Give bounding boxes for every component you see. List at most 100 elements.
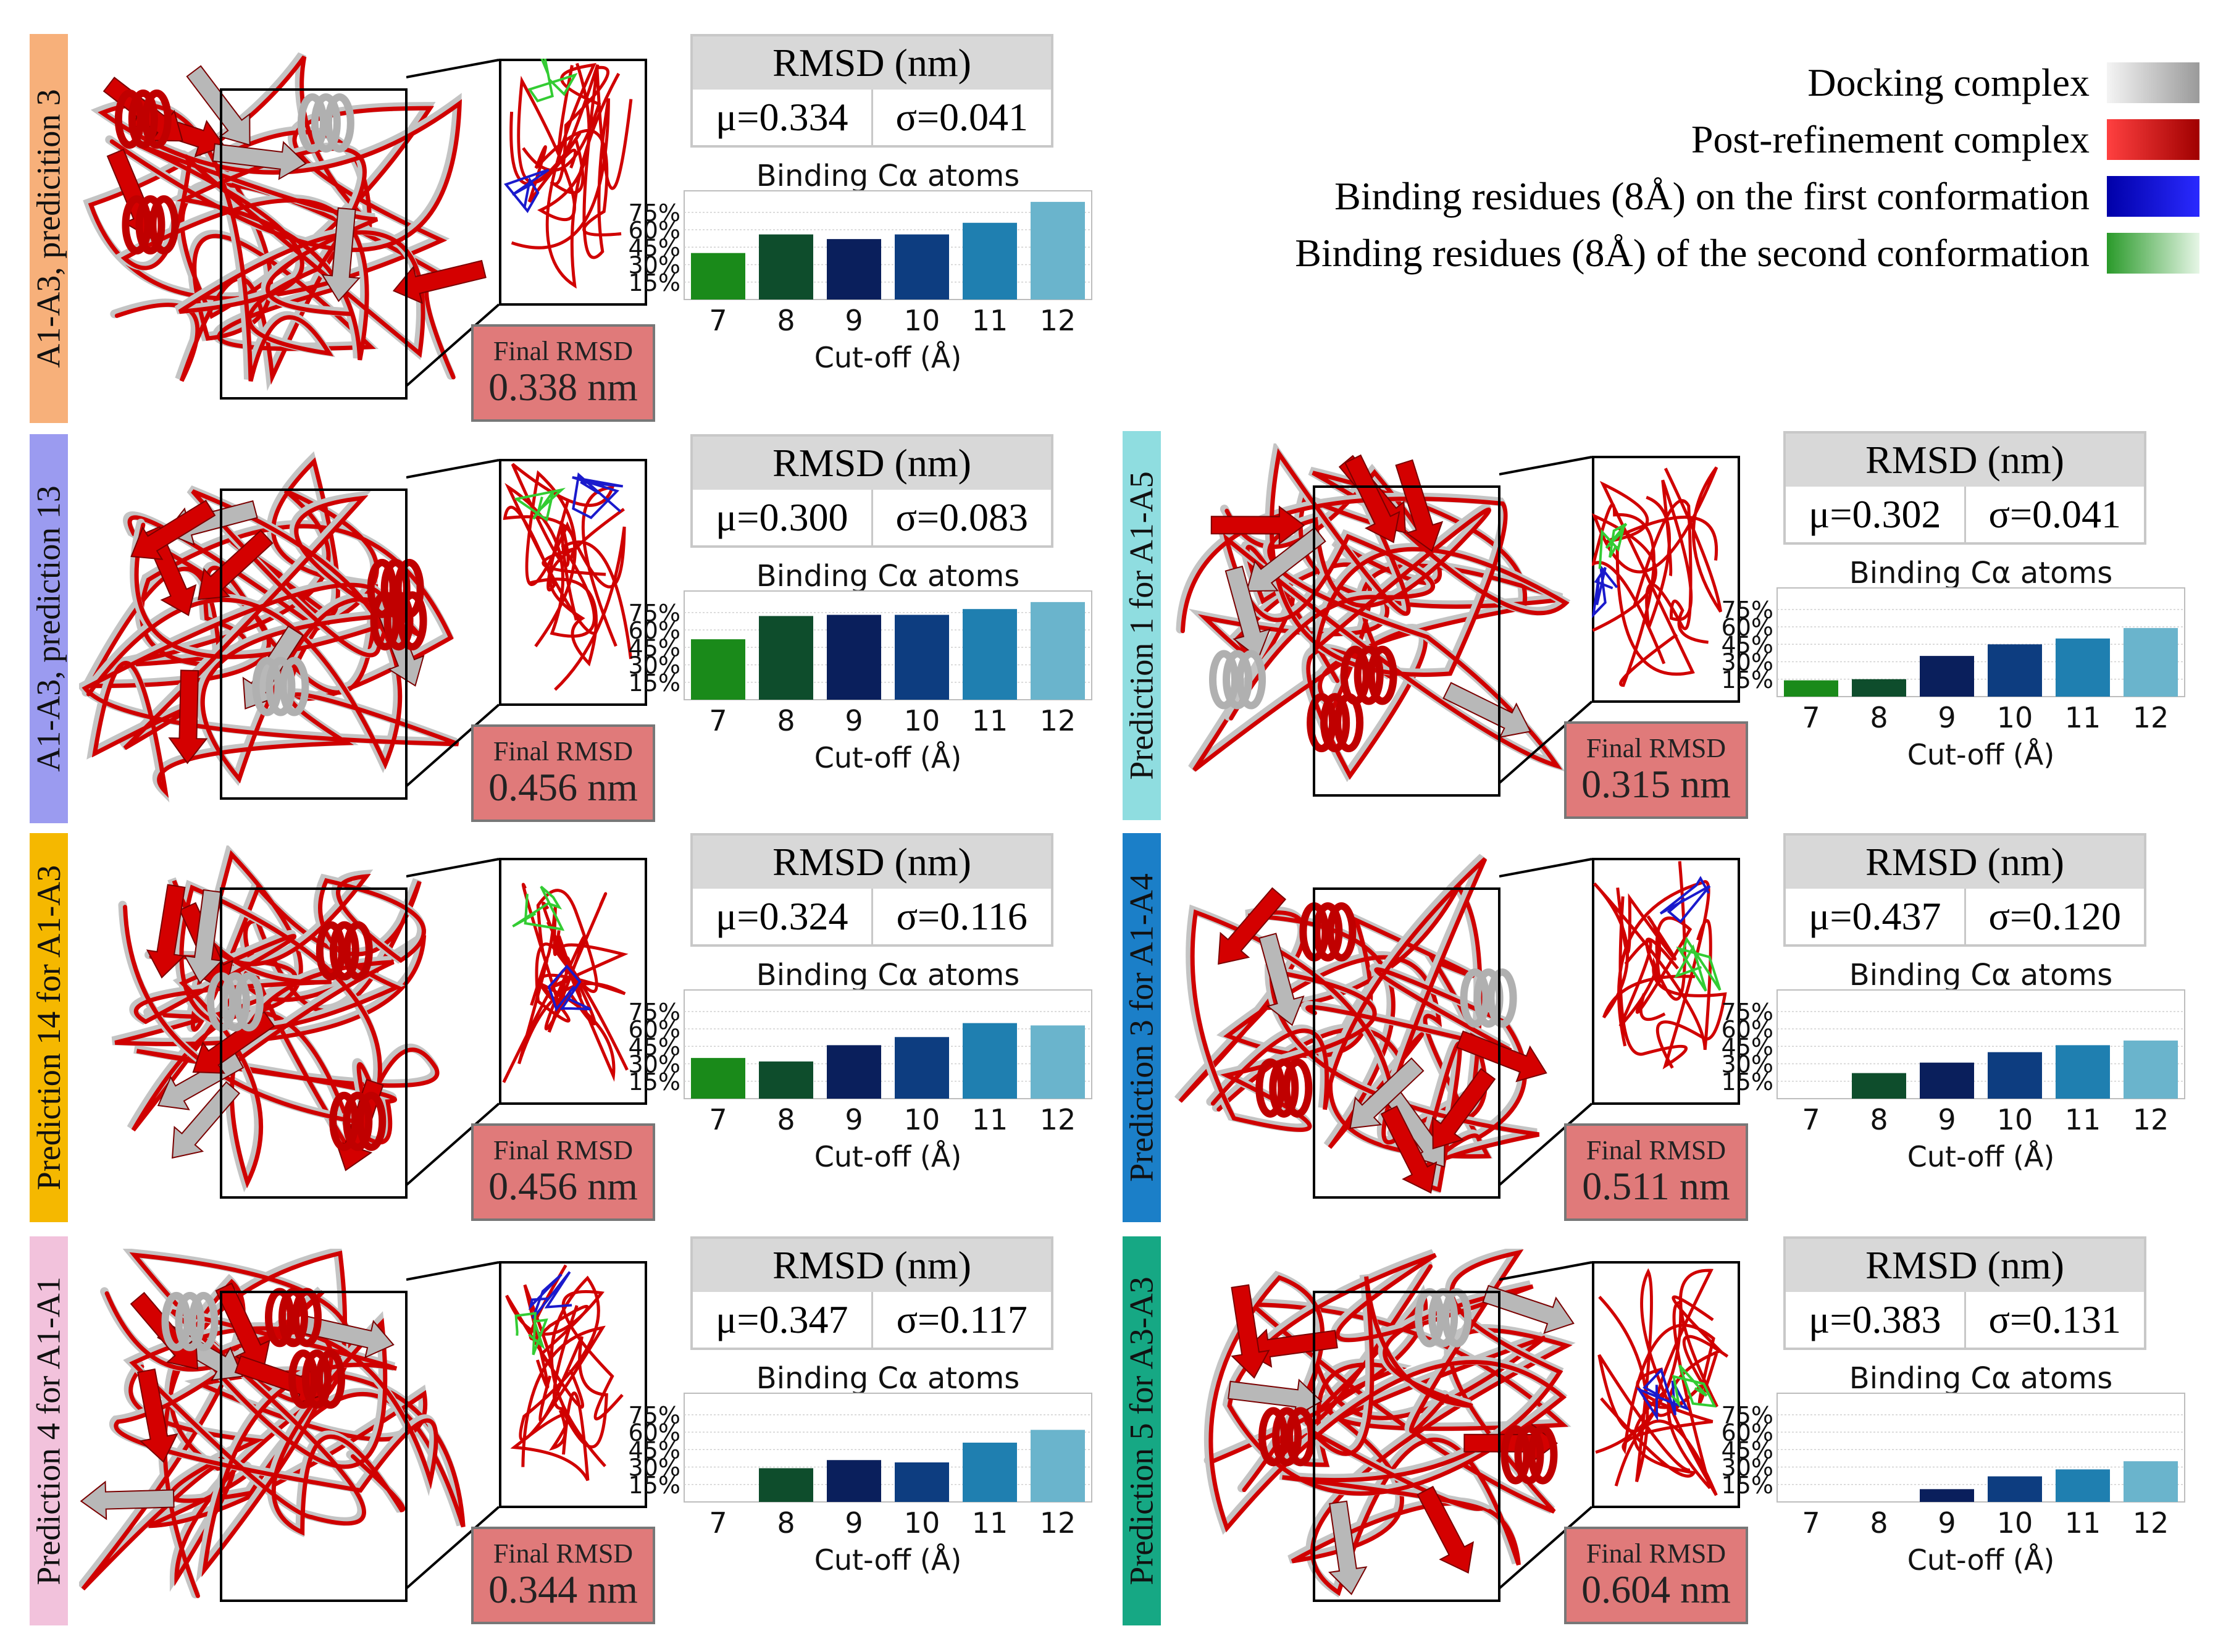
y-tick-label: 30% <box>1722 1051 1773 1078</box>
rmsd-stats-row: μ=0.302 σ=0.041 <box>1786 487 2144 542</box>
rmsd-table-title: RMSD (nm) <box>693 437 1051 490</box>
binding-residues-blue <box>504 169 550 214</box>
x-tick-label: 12 <box>1040 304 1076 337</box>
y-tick-label: 60% <box>1722 1419 1773 1446</box>
beta-sheet-arrow <box>80 1480 175 1520</box>
prediction-label-text: A1-A3, predicition 3 <box>30 89 67 368</box>
docking-ribbon <box>1203 1249 1568 1535</box>
plot-area <box>684 1393 1092 1503</box>
rmsd-mean: μ=0.324 <box>693 889 873 944</box>
result-panel: Prediction 1 for A1-A5 Final RMSD 0.315 nm… <box>1123 431 2197 826</box>
refinement-ribbon <box>1190 857 1540 1193</box>
chart-title: Binding Cα atoms <box>1849 1361 2112 1396</box>
result-panel: Prediction 3 for A1-A4 Final RMSD 0.511 nm… <box>1123 833 2197 1228</box>
chart-title: Binding Cα atoms <box>1849 958 2112 992</box>
x-axis-label: Cut-off (Å) <box>1907 1140 2055 1173</box>
legend-item-post-refinement: Post-refinement complex <box>1137 111 2199 168</box>
binding-site-inset <box>499 459 647 706</box>
rmsd-std: σ=0.116 <box>896 894 1027 938</box>
inset-ribbon <box>503 500 625 592</box>
zoom-connector <box>1499 1261 1593 1590</box>
binding-residues-green <box>512 886 565 931</box>
inset-ribbon <box>511 64 610 259</box>
y-tick-label: 45% <box>1722 631 1773 658</box>
inset-ribbon <box>1661 479 1709 644</box>
rmsd-table-title: RMSD (nm) <box>693 836 1051 889</box>
y-tick-label: 15% <box>629 669 680 697</box>
final-rmsd-label: Final RMSD <box>493 736 634 766</box>
final-rmsd-value: 0.604 nm <box>1581 1567 1731 1611</box>
inset-ribbon <box>1595 1295 1723 1490</box>
beta-sheet-arrow <box>1432 1068 1496 1150</box>
prediction-label-text: Prediction 3 for A1-A4 <box>1123 873 1161 1182</box>
protein-structure <box>1174 853 1547 1199</box>
beta-sheet-arrow <box>172 1081 241 1159</box>
beta-sheet-arrow <box>1245 526 1326 592</box>
rmsd-stats-table: RMSD (nm) μ=0.383 σ=0.131 <box>1783 1236 2146 1350</box>
zoom-region-box <box>1313 1291 1500 1602</box>
x-tick-label: 8 <box>777 1103 795 1136</box>
bar <box>759 616 813 700</box>
bar <box>1031 1025 1085 1099</box>
bar <box>691 1058 745 1099</box>
y-tick-label: 45% <box>629 1033 680 1060</box>
beta-sheet-arrow <box>198 529 274 600</box>
inset-ribbon <box>1643 1268 1729 1417</box>
final-rmsd-box: Final RMSD 0.315 nm <box>1564 721 1748 819</box>
zoom-region-box <box>1313 887 1500 1199</box>
bar <box>827 239 881 300</box>
bar <box>1852 679 1906 697</box>
bar <box>963 1443 1017 1502</box>
legend-label: Post-refinement complex <box>1691 117 2090 161</box>
bar <box>2124 627 2178 697</box>
bar <box>963 609 1017 700</box>
chart-title: Binding Cα atoms <box>756 1361 1019 1396</box>
inset-ribbon <box>517 883 626 1065</box>
x-tick-label: 8 <box>1870 1103 1888 1136</box>
helix-coil <box>1255 1058 1313 1118</box>
x-tick-label: 10 <box>1997 1103 2033 1136</box>
binding-residues-green <box>514 487 566 522</box>
rmsd-table-title: RMSD (nm) <box>693 1239 1051 1292</box>
prediction-label: Prediction 14 for A1-A3 <box>30 833 68 1222</box>
x-tick-label: 11 <box>2065 701 2101 734</box>
y-tick-label: 75% <box>629 1402 680 1429</box>
inset-ribbon <box>510 1391 590 1482</box>
prediction-label: Prediction 3 for A1-A4 <box>1123 833 1161 1222</box>
x-tick-label: 9 <box>1938 1506 1956 1540</box>
rmsd-table-title: RMSD (nm) <box>1786 434 2144 487</box>
rmsd-stats-row: μ=0.383 σ=0.131 <box>1786 1292 2144 1348</box>
rmsd-stats-row: μ=0.437 σ=0.120 <box>1786 889 2144 944</box>
binding-site-inset <box>499 1261 647 1508</box>
x-tick-label: 9 <box>845 304 863 337</box>
helix-coil <box>329 1091 387 1151</box>
x-tick-label: 7 <box>1802 701 1820 734</box>
bar <box>963 222 1017 300</box>
legend-swatch-blue <box>2107 176 2199 217</box>
bar <box>2124 1461 2178 1502</box>
rmsd-stats-table: RMSD (nm) μ=0.302 σ=0.041 <box>1783 431 2146 545</box>
y-tick-label: 30% <box>629 252 680 279</box>
rmsd-stats-table: RMSD (nm) μ=0.334 σ=0.041 <box>690 34 1053 148</box>
x-tick-label: 10 <box>904 704 940 737</box>
beta-sheet-arrow <box>130 500 216 560</box>
y-tick-label: 60% <box>629 217 680 244</box>
beta-sheet-arrow <box>1456 1030 1547 1083</box>
bar <box>2056 1045 2110 1099</box>
inset-ribbon <box>1616 887 1676 1028</box>
x-tick-label: 11 <box>2065 1506 2101 1540</box>
bar <box>1784 680 1838 697</box>
y-tick-label: 30% <box>629 1454 680 1482</box>
beta-sheet-arrow <box>321 207 361 303</box>
bar <box>963 1023 1017 1099</box>
bar <box>1988 1476 2042 1502</box>
rmsd-stats-row: μ=0.300 σ=0.083 <box>693 490 1051 545</box>
inset-ribbon <box>538 1305 608 1449</box>
binding-residues-blue <box>1592 563 1618 618</box>
prediction-label-text: Prediction 4 for A1-A1 <box>30 1277 68 1585</box>
final-rmsd-value: 0.315 nm <box>1581 761 1731 806</box>
bar <box>691 253 745 300</box>
bar <box>895 1037 949 1099</box>
inset-ribbon <box>535 902 629 1082</box>
y-tick-label: 30% <box>629 1051 680 1078</box>
